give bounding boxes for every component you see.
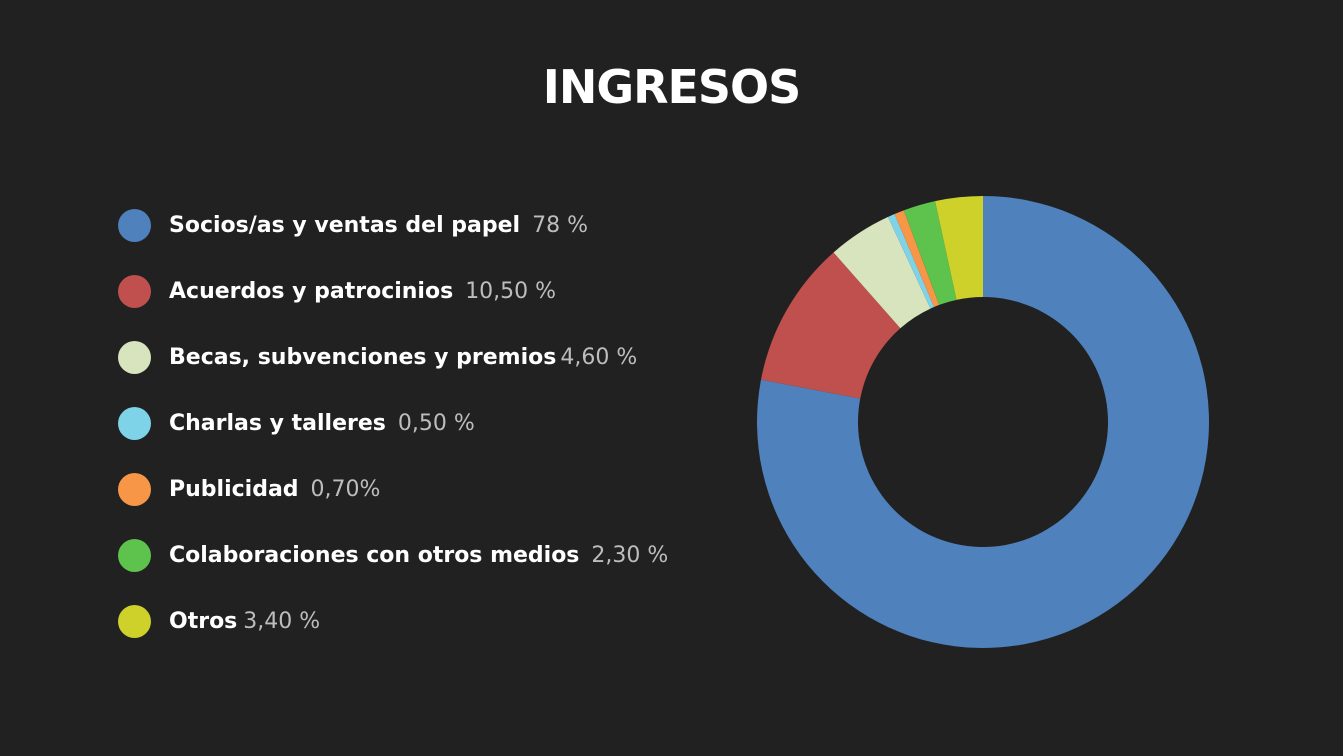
chart-title: INGRESOS [542,60,802,114]
legend-item-becas: Becas, subvenciones y premios 4,60 % [118,340,637,374]
legend-swatch-publicidad [118,472,151,506]
legend-value-socios: 78 % [532,212,589,238]
legend-swatch-becas [118,340,151,374]
legend-swatch-charlas [118,406,151,440]
legend-value-acuerdos: 10,50 % [465,278,557,304]
legend-item-publicidad: Publicidad 0,70% [118,472,380,506]
donut-slice-acuerdos-y-patrocinios [761,252,901,399]
donut-slice-charlas-y-talleres [888,214,935,309]
legend-value-colaboraciones: 2,30 % [591,542,669,568]
donut-slice-becas-subvenciones-y-premios [833,216,931,329]
legend-label-socios: Socios/as y ventas del papel [169,212,521,238]
legend-value-charlas: 0,50 % [397,410,475,436]
legend-label-becas: Becas, subvenciones y premios [169,344,557,370]
legend-swatch-otros [118,604,151,638]
legend-label-acuerdos: Acuerdos y patrocinios [169,278,454,304]
donut-chart [757,196,1209,648]
legend-value-publicidad: 0,70% [310,476,381,502]
legend-item-otros: Otros 3,40 % [118,604,320,638]
donut-slice-colaboraciones-con-otros-medios [903,201,957,305]
legend-value-otros: 3,40 % [243,608,321,634]
legend-label-otros: Otros [169,608,238,634]
legend-label-colaboraciones: Colaboraciones con otros medios [169,542,580,568]
donut-slice-publicidad [894,210,940,307]
legend-label-charlas: Charlas y talleres [169,410,386,436]
donut-slice-socios-as-y-ventas-del-papel [757,196,1209,648]
legend-item-acuerdos: Acuerdos y patrocinios 10,50 % [118,274,556,308]
legend-item-socios: Socios/as y ventas del papel 78 % [118,208,588,242]
legend-swatch-colaboraciones [118,538,151,572]
legend-swatch-socios [118,208,151,242]
legend-item-charlas: Charlas y talleres 0,50 % [118,406,475,440]
donut-slice-otros [935,196,983,300]
legend-swatch-acuerdos [118,274,151,308]
legend-item-colaboraciones: Colaboraciones con otros medios 2,30 % [118,538,668,572]
legend-label-publicidad: Publicidad [169,476,299,502]
legend-value-becas: 4,60 % [560,344,638,370]
